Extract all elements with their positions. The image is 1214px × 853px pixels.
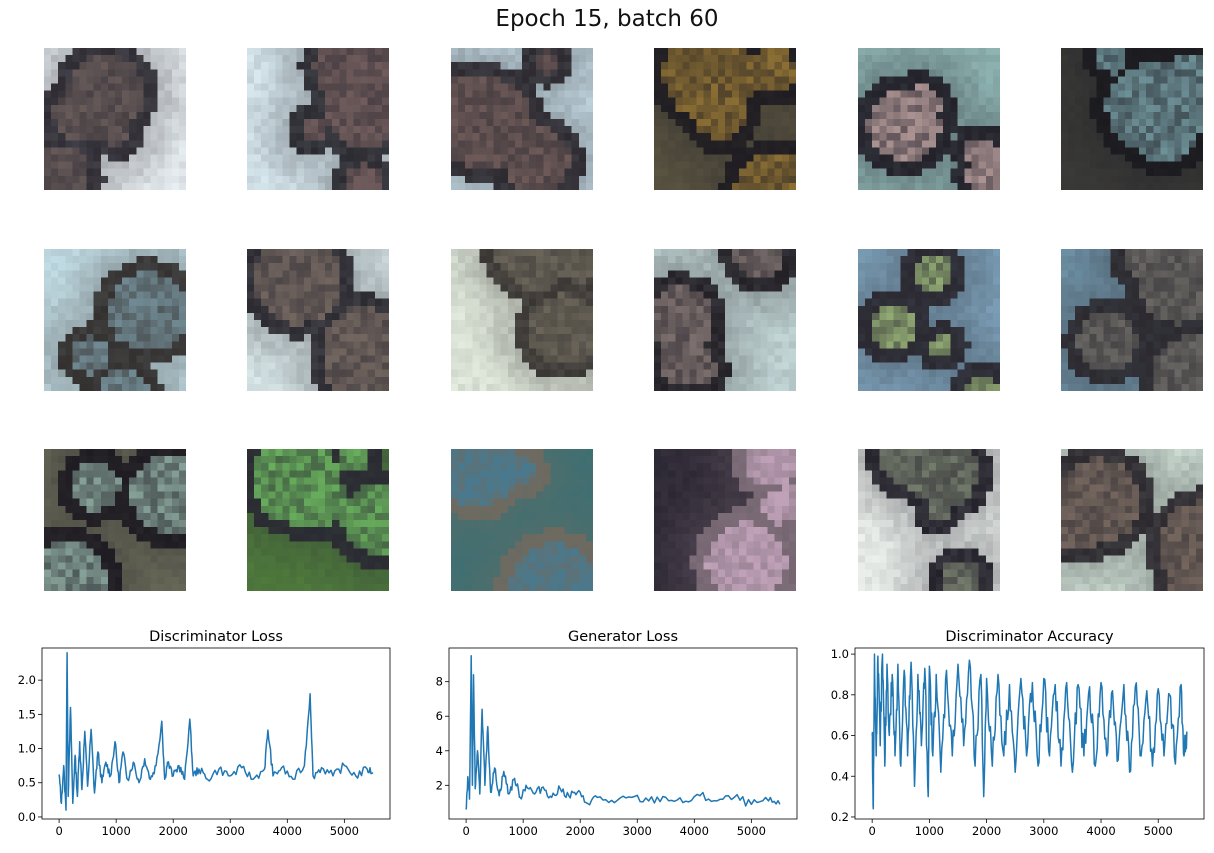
generated-sample-image bbox=[1061, 249, 1203, 391]
x-tick-label: 1000 bbox=[509, 824, 538, 838]
generated-sample-image bbox=[1061, 48, 1203, 190]
y-tick-label: 4 bbox=[436, 744, 443, 758]
generated-sample-image bbox=[654, 449, 796, 591]
series-line bbox=[465, 655, 781, 810]
generated-sample-image bbox=[247, 449, 389, 591]
series-line bbox=[871, 653, 1188, 810]
generated-sample-image bbox=[858, 249, 1000, 391]
generated-sample-image bbox=[858, 48, 1000, 190]
y-tick-label: 0.5 bbox=[18, 776, 36, 790]
x-tick-label: 1000 bbox=[915, 824, 944, 838]
x-tick-label: 1000 bbox=[102, 824, 131, 838]
x-tick-label: 2000 bbox=[159, 824, 188, 838]
y-tick-label: 1.0 bbox=[18, 742, 36, 756]
x-tick-label: 5000 bbox=[737, 824, 766, 838]
generated-sample-image bbox=[247, 48, 389, 190]
chart-title: Discriminator Accuracy bbox=[945, 629, 1114, 645]
x-tick-label: 0 bbox=[55, 824, 62, 838]
x-tick-label: 4000 bbox=[1086, 824, 1115, 838]
axes-frame bbox=[41, 647, 391, 820]
x-tick-label: 4000 bbox=[273, 824, 302, 838]
x-tick-label: 5000 bbox=[330, 824, 359, 838]
y-tick-label: 0.4 bbox=[831, 769, 849, 783]
x-tick-label: 5000 bbox=[1144, 824, 1173, 838]
chart-title: Discriminator Loss bbox=[149, 629, 283, 645]
generated-sample-image bbox=[858, 449, 1000, 591]
generated-sample-image bbox=[654, 249, 796, 391]
y-tick-label: 0.2 bbox=[831, 810, 849, 824]
x-tick-label: 0 bbox=[868, 824, 875, 838]
y-tick-label: 6 bbox=[436, 709, 443, 723]
generated-sample-image bbox=[1061, 449, 1203, 591]
x-tick-label: 3000 bbox=[1029, 824, 1058, 838]
x-tick-label: 3000 bbox=[623, 824, 652, 838]
generated-sample-image bbox=[44, 449, 186, 591]
series-line bbox=[58, 652, 374, 811]
generated-sample-image bbox=[654, 48, 796, 190]
generated-sample-image bbox=[451, 249, 593, 391]
y-tick-label: 8 bbox=[436, 675, 443, 689]
x-tick-label: 2000 bbox=[566, 824, 595, 838]
y-tick-label: 0.8 bbox=[831, 688, 849, 702]
y-tick-label: 1.0 bbox=[831, 647, 849, 661]
generated-sample-image bbox=[451, 449, 593, 591]
y-tick-label: 1.5 bbox=[18, 707, 36, 721]
generated-sample-image bbox=[44, 249, 186, 391]
generated-sample-image bbox=[451, 48, 593, 190]
axes-frame bbox=[448, 647, 798, 820]
x-tick-label: 2000 bbox=[972, 824, 1001, 838]
generated-sample-image bbox=[44, 48, 186, 190]
generated-sample-image bbox=[247, 249, 389, 391]
x-tick-label: 3000 bbox=[216, 824, 245, 838]
figure-title: Epoch 15, batch 60 bbox=[495, 6, 719, 32]
chart-title: Generator Loss bbox=[568, 629, 678, 645]
y-tick-label: 2.0 bbox=[18, 673, 36, 687]
x-tick-label: 4000 bbox=[680, 824, 709, 838]
x-tick-label: 0 bbox=[462, 824, 469, 838]
y-tick-label: 0.6 bbox=[831, 729, 849, 743]
axes-frame bbox=[854, 647, 1205, 820]
y-tick-label: 0.0 bbox=[18, 810, 36, 824]
y-tick-label: 2 bbox=[436, 778, 443, 792]
